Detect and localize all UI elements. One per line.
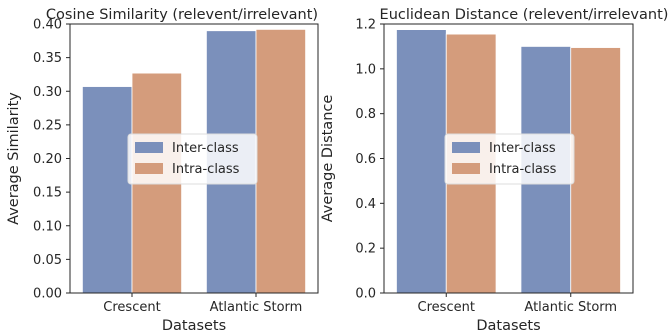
y-tick-label: 0.20 xyxy=(33,152,62,167)
y-tick-label: 0.25 xyxy=(33,118,62,133)
y-axis-label: Average Similarity xyxy=(6,92,22,225)
y-tick-label: 0.2 xyxy=(355,242,376,257)
y-tick-label: 1.2 xyxy=(355,18,376,33)
chart-title: Cosine Similarity (relevent/irrelevant) xyxy=(46,7,318,23)
y-tick-label: 0.00 xyxy=(33,287,62,302)
legend-label: Intra-class xyxy=(172,162,240,177)
y-tick-label: 0.10 xyxy=(33,219,62,234)
legend: Inter-class Intra-class xyxy=(444,133,575,185)
chart-2: Euclidean Distance (relevent/irrelevant)… xyxy=(320,7,668,334)
x-tick-label: Crescent xyxy=(103,300,160,315)
x-axis-label: Datasets xyxy=(476,318,540,334)
bar-intra-class-atlantic-storm xyxy=(570,47,621,294)
y-tick-label: 0.0 xyxy=(355,287,376,302)
y-tick-label: 0.4 xyxy=(355,197,376,212)
bar-inter-class-crescent xyxy=(82,86,133,294)
y-tick-label: 0.15 xyxy=(33,186,62,201)
legend-label: Inter-class xyxy=(489,141,556,156)
legend-swatch xyxy=(135,163,163,174)
x-tick-label: Crescent xyxy=(418,300,475,315)
y-tick-label: 0.8 xyxy=(355,107,376,122)
y-tick-label: 1.0 xyxy=(355,62,376,77)
legend-swatch xyxy=(452,163,480,174)
x-axis-label: Datasets xyxy=(162,318,226,334)
chart-1: Cosine Similarity (relevent/irrelevant)0… xyxy=(6,7,319,334)
chart-title: Euclidean Distance (relevent/irrelevant) xyxy=(380,7,669,23)
y-tick-label: 0.35 xyxy=(33,51,62,66)
y-tick-label: 0.05 xyxy=(33,253,62,268)
bar-intra-class-atlantic-storm xyxy=(255,28,306,294)
legend-swatch xyxy=(135,142,163,153)
bar-inter-class-crescent xyxy=(396,29,447,294)
y-tick-label: 0.40 xyxy=(33,18,62,33)
y-tick-label: 0.30 xyxy=(33,85,62,100)
legend-label: Inter-class xyxy=(172,141,239,156)
y-tick-label: 0.6 xyxy=(355,152,376,167)
legend-swatch xyxy=(452,142,480,153)
legend-label: Intra-class xyxy=(489,162,557,177)
y-axis-label: Average Distance xyxy=(320,95,336,223)
legend: Inter-class Intra-class xyxy=(127,133,258,185)
x-tick-label: Atlantic Storm xyxy=(524,300,617,315)
x-tick-label: Atlantic Storm xyxy=(210,300,303,315)
